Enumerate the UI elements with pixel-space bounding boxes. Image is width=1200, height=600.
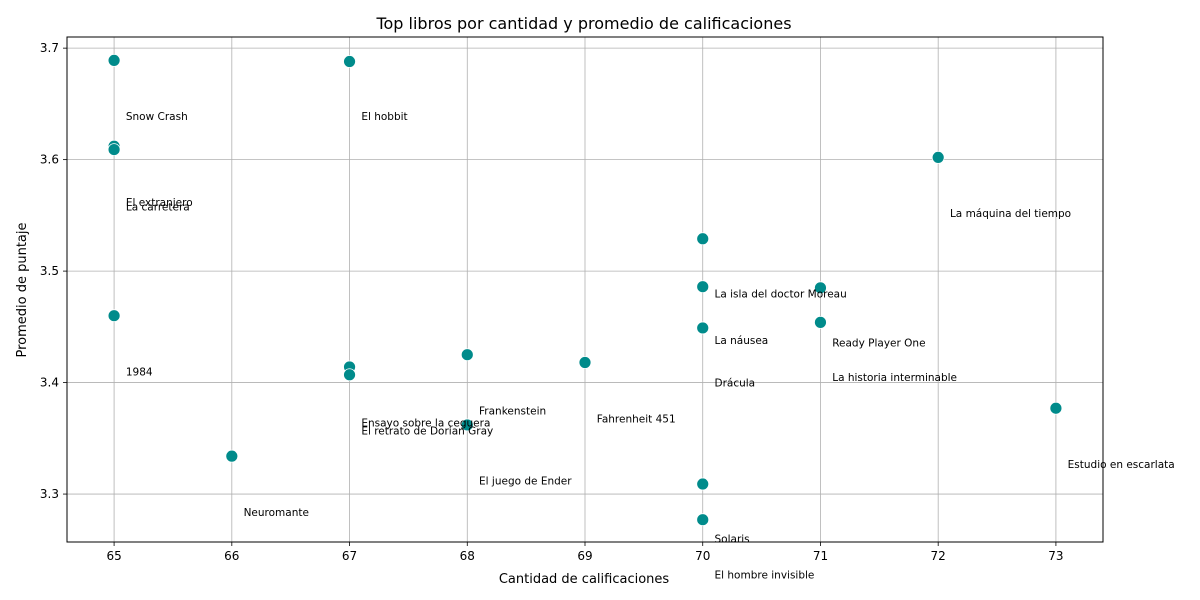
data-point bbox=[107, 54, 121, 67]
y-axis-ticks: 3.3 3.4 3.5 3.6 3.7 bbox=[40, 41, 67, 501]
point-label: El hombre invisible bbox=[715, 569, 815, 581]
chart-title: Top libros por cantidad y promedio de ca… bbox=[375, 14, 791, 33]
point-label: Solaris bbox=[715, 534, 750, 546]
point-label: Snow Crash bbox=[126, 111, 188, 123]
x-tick-label: 67 bbox=[342, 549, 357, 563]
data-point bbox=[696, 513, 710, 527]
x-tick-label: 70 bbox=[695, 549, 710, 563]
y-tick-label: 3.6 bbox=[40, 153, 59, 167]
point-label: 1984 bbox=[126, 366, 153, 378]
data-point bbox=[460, 348, 474, 362]
point-label: La náusea bbox=[715, 335, 769, 347]
data-point bbox=[696, 321, 710, 335]
x-tick-label: 65 bbox=[106, 549, 121, 563]
x-tick-label: 68 bbox=[460, 549, 475, 563]
point-label: El hobbit bbox=[361, 111, 407, 123]
x-tick-label: 71 bbox=[813, 549, 828, 563]
data-point bbox=[931, 150, 945, 164]
x-axis-ticks: 65 66 67 68 69 70 71 72 73 bbox=[106, 542, 1064, 563]
data-point bbox=[814, 281, 827, 295]
data-points bbox=[107, 54, 1063, 527]
data-point bbox=[696, 280, 710, 294]
point-label: La historia interminable bbox=[832, 372, 957, 384]
point-label: Drácula bbox=[715, 378, 756, 390]
x-tick-label: 72 bbox=[931, 549, 946, 563]
y-tick-label: 3.7 bbox=[40, 41, 59, 55]
x-tick-label: 69 bbox=[577, 549, 592, 563]
data-point bbox=[107, 143, 121, 156]
point-label: La máquina del tiempo bbox=[950, 208, 1071, 220]
point-label: Ready Player One bbox=[832, 337, 925, 349]
point-label: Frankenstein bbox=[479, 405, 546, 417]
y-tick-label: 3.5 bbox=[40, 264, 59, 278]
x-tick-label: 66 bbox=[224, 549, 239, 563]
point-label: Ensayo sobre la ceguera bbox=[361, 418, 490, 430]
data-point bbox=[696, 232, 710, 246]
x-tick-label: 73 bbox=[1048, 549, 1063, 563]
point-label: Fahrenheit 451 bbox=[597, 413, 676, 425]
point-label: El juego de Ender bbox=[479, 476, 572, 488]
data-point bbox=[343, 368, 356, 382]
point-label: El extranjero bbox=[126, 197, 193, 209]
y-tick-label: 3.4 bbox=[40, 376, 59, 390]
data-point bbox=[696, 477, 710, 491]
point-label: El retrato de Dorian Gray bbox=[361, 426, 493, 438]
x-axis-label: Cantidad de calificaciones bbox=[499, 572, 670, 587]
data-point bbox=[578, 356, 592, 369]
data-point bbox=[343, 55, 356, 68]
point-label: Estudio en escarlata bbox=[1068, 459, 1175, 471]
point-label: Neuromante bbox=[244, 507, 309, 519]
y-tick-label: 3.3 bbox=[40, 487, 59, 501]
point-label: La isla del doctor Moreau bbox=[715, 288, 847, 300]
data-point bbox=[1049, 401, 1063, 415]
data-point bbox=[107, 309, 121, 323]
data-point bbox=[814, 315, 827, 329]
point-label: La carretera bbox=[126, 201, 190, 213]
data-point bbox=[460, 418, 474, 432]
y-axis-label: Promedio de puntaje bbox=[15, 222, 30, 357]
data-point bbox=[225, 449, 239, 463]
